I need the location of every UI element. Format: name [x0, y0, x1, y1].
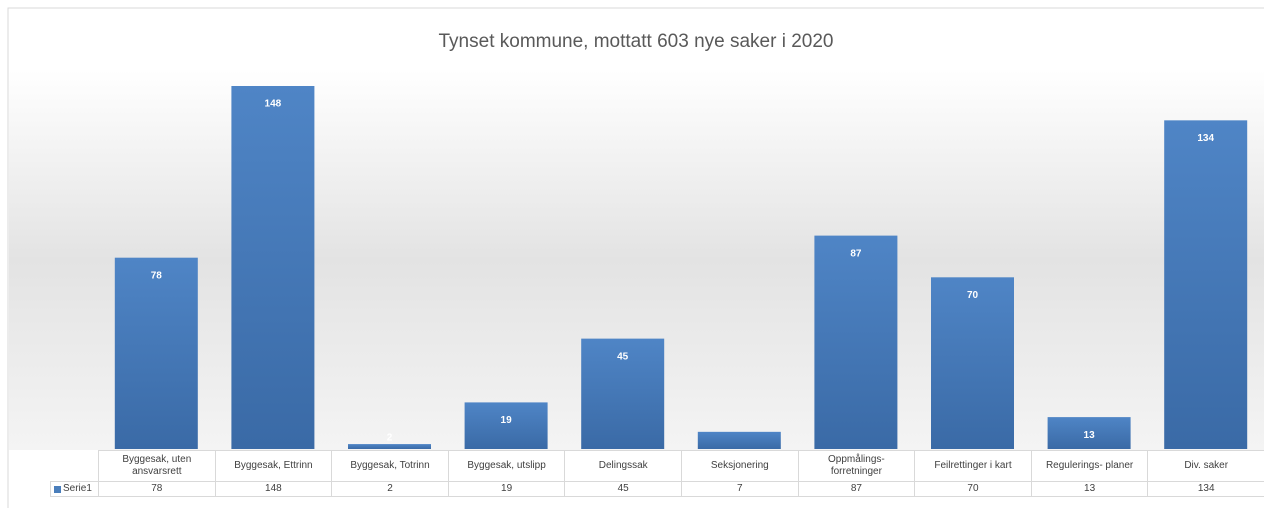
x-tick-label: Div. saker	[1147, 450, 1264, 482]
x-tick-label: Byggesak, Totrinn	[331, 450, 449, 482]
bar	[348, 444, 431, 449]
data-label: 134	[1197, 133, 1214, 144]
table-value: 148	[214, 481, 333, 497]
table-value: 7	[681, 481, 799, 497]
data-label: 78	[151, 270, 163, 281]
bar	[931, 277, 1014, 449]
x-tick-label: Byggesak, utslipp	[447, 450, 566, 482]
bar	[581, 338, 665, 449]
x-tick-label: Byggesak, uten ansvarsrett	[98, 450, 216, 482]
table-value: 2	[331, 481, 449, 497]
data-label: 87	[850, 248, 862, 259]
table-value: 78	[98, 481, 216, 497]
bar	[231, 86, 315, 449]
bar	[814, 235, 898, 449]
legend-label: Serie1	[63, 483, 92, 494]
x-tick-label: Byggesak, Ettrinn	[214, 450, 333, 482]
x-tick-label: Feilrettinger i kart	[914, 450, 1032, 482]
table-value: 13	[1030, 481, 1149, 497]
table-value: 134	[1147, 481, 1264, 497]
data-label: 19	[501, 415, 513, 426]
legend-swatch	[54, 485, 61, 493]
x-tick-label: Oppmålings- forretninger	[797, 450, 916, 482]
data-label: 45	[617, 351, 629, 362]
table-value: 19	[447, 481, 566, 497]
data-label: 70	[967, 290, 979, 301]
x-tick-label: Regulerings- planer	[1030, 450, 1149, 482]
x-tick-label: Delingssak	[564, 450, 682, 482]
x-tick-label: Seksjonering	[681, 450, 799, 482]
table-value: 87	[797, 481, 916, 497]
data-label: 148	[265, 99, 282, 110]
chart-title: Tynset kommune, mottatt 603 nye saker i …	[439, 31, 834, 52]
data-label: 2	[387, 433, 393, 444]
table-value: 45	[564, 481, 682, 497]
data-label: 13	[1084, 430, 1096, 441]
bar	[697, 431, 781, 449]
bar	[114, 257, 198, 449]
legend-entry: Serie1	[50, 481, 99, 497]
bar	[1164, 120, 1248, 450]
bar	[464, 402, 548, 449]
table-value: 70	[914, 481, 1032, 497]
bar	[1047, 417, 1131, 449]
